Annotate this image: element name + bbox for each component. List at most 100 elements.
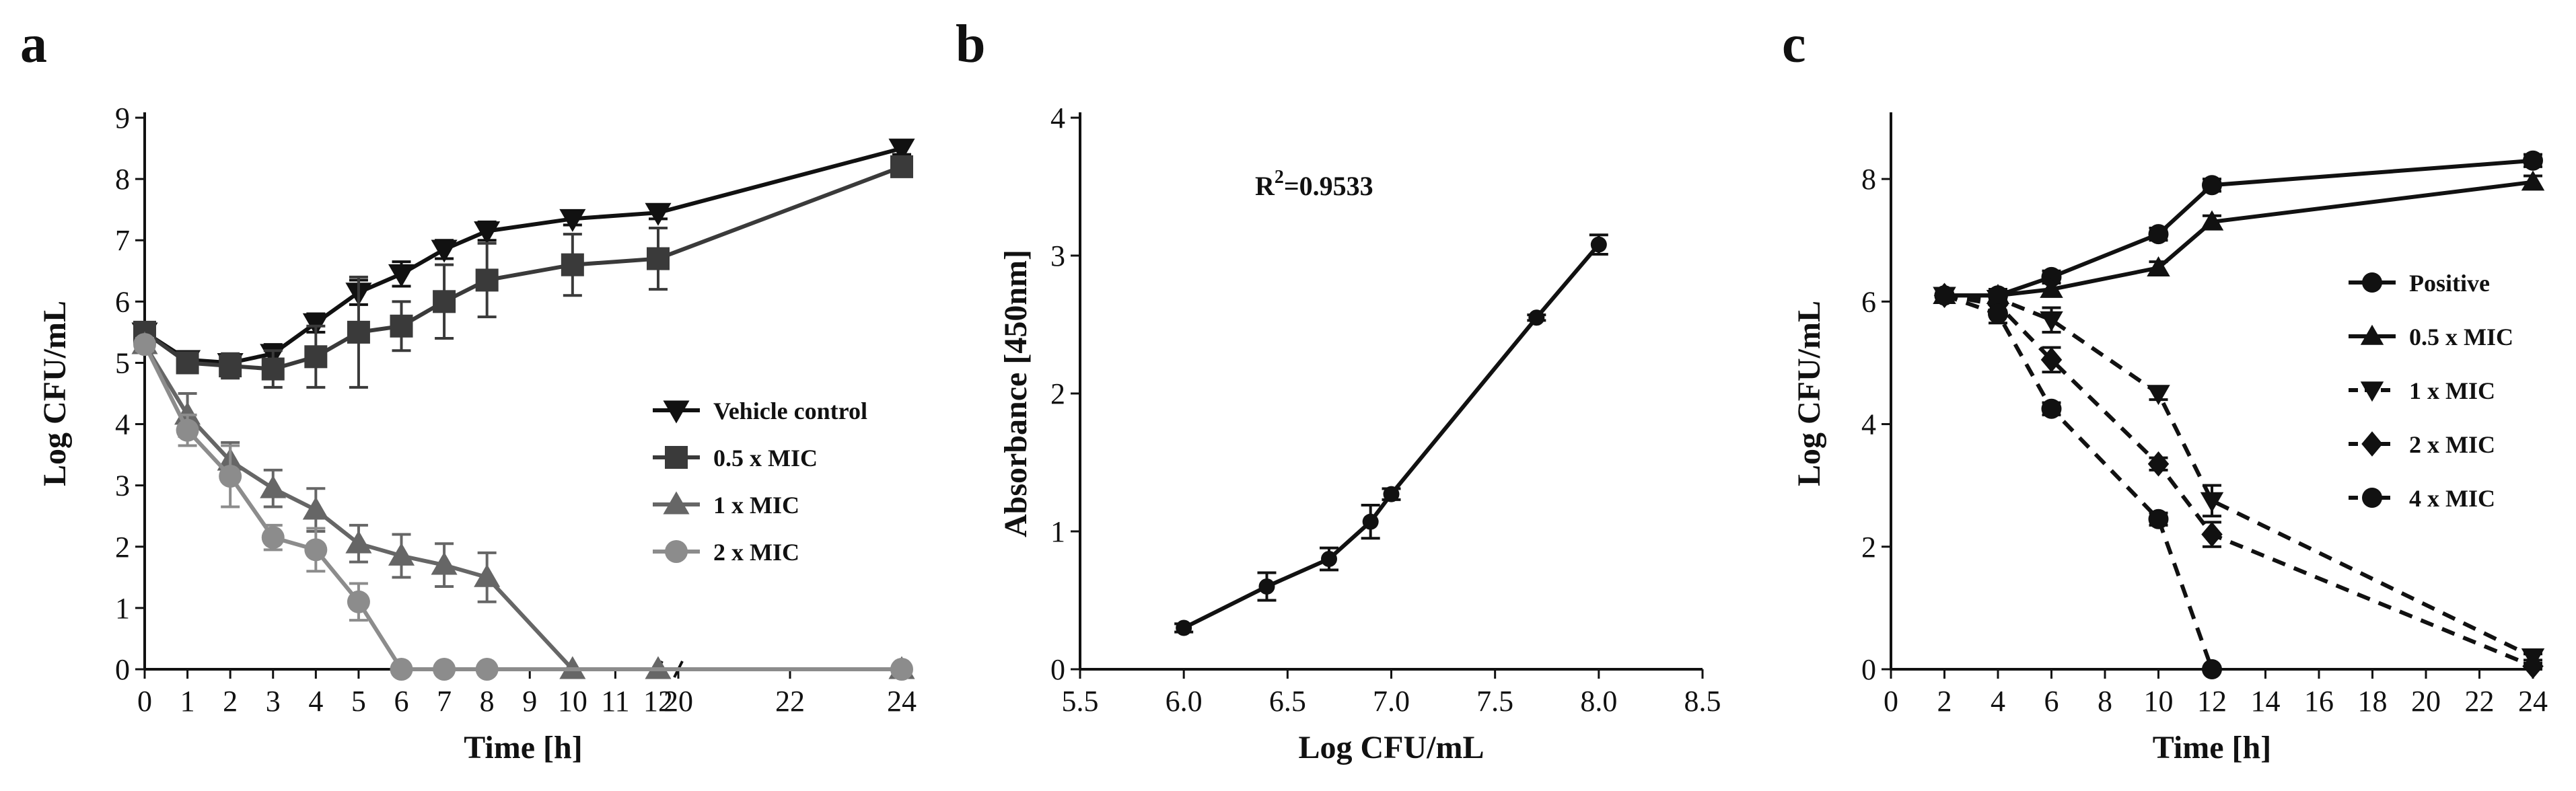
panel-a-x-tick-label: 9 [522, 685, 537, 718]
data-point [261, 526, 285, 550]
panel-c-x-tick-label: 10 [2144, 685, 2174, 718]
data-point [390, 314, 413, 338]
series-line [143, 343, 902, 671]
panel-b-x-axis-title: Log CFU/mL [1299, 730, 1484, 765]
panel-b-series-absorbance [1174, 233, 1608, 636]
panel-c-x-tick-label: 24 [2518, 685, 2548, 718]
data-point [888, 139, 915, 162]
data-point [302, 313, 329, 336]
data-point [1321, 551, 1337, 567]
panel-c-x-tick-label: 18 [2358, 685, 2388, 718]
panel-a-y-tick-label: 1 [115, 592, 130, 625]
panel-c-x-tick-label: 12 [2197, 685, 2227, 718]
data-point [561, 253, 584, 276]
data-point [302, 496, 329, 520]
panel-a-y-tick-label: 8 [115, 163, 130, 196]
data-point [890, 155, 913, 178]
legend-label: 0.5 x MIC [2409, 324, 2513, 350]
data-point [2040, 311, 2063, 332]
panel-a-x-tick-label: 12 [643, 685, 673, 718]
panel-a-x-tick-label: 11 [601, 685, 629, 718]
data-point [647, 247, 670, 270]
series-line [1944, 293, 2534, 659]
data-point [2040, 277, 2063, 298]
panel-a-y-tick-label: 7 [115, 224, 130, 257]
data-point [304, 538, 328, 562]
panel-c-y-tick-label: 0 [1861, 653, 1876, 686]
panel-letter-b: b [956, 15, 986, 74]
panel-b-y-axis-title: Absorbance [450nm] [998, 250, 1034, 537]
legend-label: Positive [2409, 270, 2490, 297]
panel-c-x-tick-label: 20 [2411, 685, 2441, 718]
panel-b-y-tick-label: 1 [1050, 515, 1065, 548]
data-point [475, 658, 499, 681]
legend-label: 2 x MIC [2409, 431, 2495, 458]
legend-marker [2362, 272, 2382, 293]
panel-c-y-tick-label: 2 [1861, 531, 1876, 564]
panel-b-y-tick-label: 0 [1050, 653, 1065, 686]
panel-letter-a: a [20, 15, 47, 74]
panel-b-x-tick-label: 5.5 [1062, 685, 1099, 718]
data-point [2147, 256, 2170, 276]
panel-a-y-tick-label: 5 [115, 346, 130, 379]
data-point [474, 564, 501, 587]
panel-c-x-tick-label: 14 [2251, 685, 2281, 718]
panel-c-x-tick-label: 6 [2044, 685, 2059, 718]
panel-c-x-tick-label: 0 [1884, 685, 1898, 718]
panel-c-y-tick-label: 6 [1861, 285, 1876, 318]
annotation-base: R [1255, 171, 1275, 201]
panel-b-x-tick-label: 6.0 [1166, 685, 1203, 718]
annotation-superscript: 2 [1275, 167, 1284, 188]
panel-b-y-tick-label: 4 [1050, 102, 1065, 135]
panel-c-y-tick-label: 8 [1861, 163, 1876, 196]
data-point [133, 333, 156, 356]
panel-a-x-tick-label: 0 [137, 685, 152, 718]
panel-c-x-tick-label: 22 [2465, 685, 2495, 718]
legend-marker [663, 491, 690, 515]
legend-marker [663, 400, 690, 424]
data-point [176, 418, 199, 442]
data-point [1383, 486, 1400, 502]
data-point [2202, 175, 2222, 196]
panel-a-x-tick-label: 20 [664, 685, 693, 718]
data-point [219, 465, 242, 488]
panel-c-legend: Positive 0.5 x MIC 1 x MIC 2 x MIC 4 x MIC [2349, 270, 2513, 512]
data-point [2200, 492, 2224, 513]
panel-a-x-tick-label: 6 [394, 685, 409, 718]
panel-b-chart: 5.5 6.0 6.5 7.0 7.5 8.0 8.5 0 1 2 3 4 Log CFU/mL Abso… [998, 102, 1721, 765]
data-point [2040, 347, 2063, 373]
panel-a-x-tick-label: 10 [558, 685, 587, 718]
panel-a-y-tick-label: 9 [115, 102, 130, 135]
panel-a-y-tick-label: 6 [115, 285, 130, 318]
panel-c-x-axis-title: Time [h] [2153, 730, 2271, 765]
data-point [431, 239, 458, 263]
panel-a-legend: Vehicle control 0.5 x MIC 1 x MIC 2 x MIC [653, 398, 867, 566]
panel-c-series-4-x-mic [1934, 285, 2222, 679]
panel-letter-c: c [1782, 15, 1806, 74]
data-point [890, 658, 913, 681]
panel-a-series-0-5-x-mic [133, 155, 913, 389]
panel-a-y-tick-label: 4 [115, 408, 130, 441]
data-point [2148, 509, 2169, 529]
panel-a-x-tick-label: 8 [480, 685, 495, 718]
data-point [645, 202, 672, 226]
data-point [347, 590, 370, 613]
data-point [345, 530, 372, 554]
panel-a-y-tick-label: 2 [115, 531, 130, 564]
data-point [1528, 309, 1545, 326]
panel-a-x-tick-label: 24 [887, 685, 917, 718]
data-point [261, 357, 285, 381]
legend-label: 0.5 x MIC [713, 445, 818, 472]
panel-c-x-tick-label: 16 [2304, 685, 2334, 718]
panel-c-x-tick-label: 8 [2098, 685, 2112, 718]
legend-marker [665, 446, 688, 469]
data-point [2041, 398, 2062, 419]
data-point [433, 290, 456, 313]
legend-marker [2361, 431, 2383, 457]
data-point [431, 552, 458, 575]
data-point [260, 475, 287, 498]
panel-b-r-squared-annotation: R2=0.9533 [1255, 167, 1373, 201]
data-point [1988, 303, 2008, 324]
